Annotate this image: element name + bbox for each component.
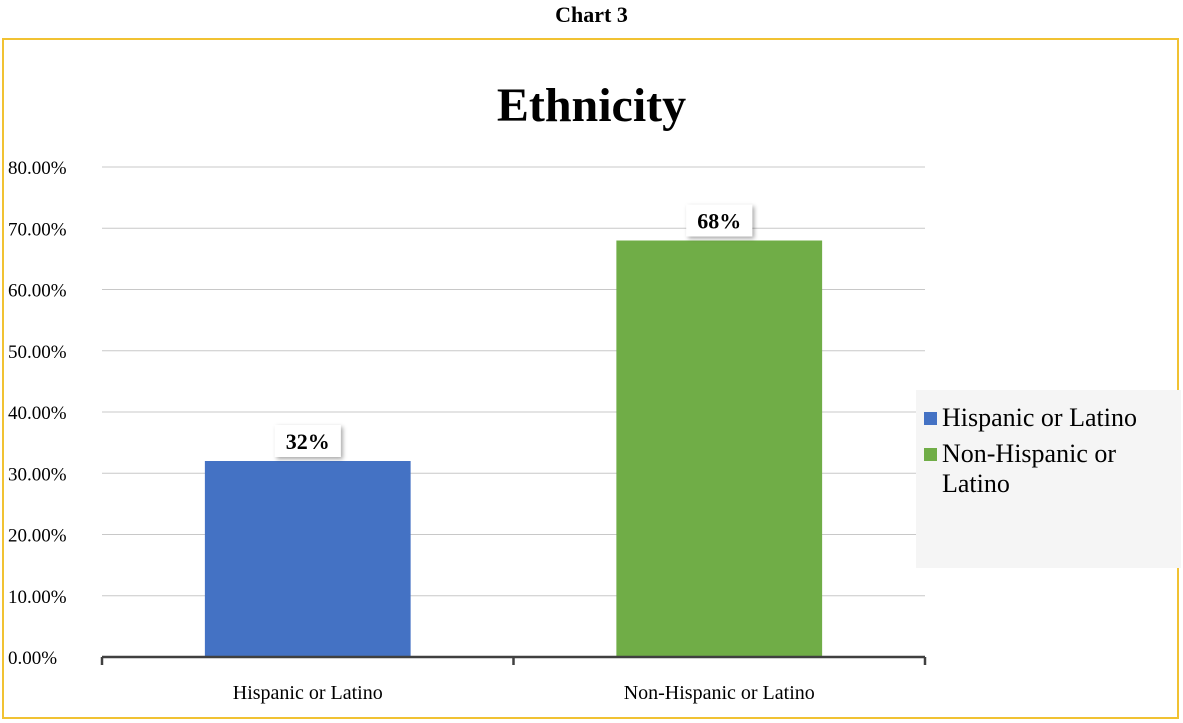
x-tick-label: Non-Hispanic or Latino bbox=[624, 682, 815, 704]
data-label-text: 68% bbox=[697, 209, 741, 234]
legend-item-non-hispanic: Non-Hispanic or Latino bbox=[924, 439, 1173, 499]
chart-caption: Chart 3 bbox=[555, 2, 628, 27]
legend-label: Non-Hispanic or Latino bbox=[942, 439, 1117, 498]
legend-swatch-hispanic bbox=[924, 412, 937, 425]
x-axis-ticks: Hispanic or Latino Non-Hispanic or Latino bbox=[233, 682, 815, 704]
y-tick-label: 40.00% bbox=[8, 403, 67, 424]
y-tick-label: 70.00% bbox=[8, 219, 67, 240]
bar bbox=[204, 461, 411, 657]
data-label-text: 32% bbox=[286, 429, 330, 454]
y-axis-ticks: 0.00% 10.00% 20.00% 30.00% 40.00% 50.00% 60.00… bbox=[8, 158, 67, 669]
y-tick-label: 50.00% bbox=[8, 342, 67, 363]
data-label: 68% bbox=[686, 204, 753, 237]
y-tick-label: 10.00% bbox=[8, 587, 67, 608]
y-tick-label: 80.00% bbox=[8, 158, 67, 179]
legend-swatch-non-hispanic bbox=[924, 448, 937, 461]
data-label: 32% bbox=[274, 425, 341, 457]
chart-title: Ethnicity bbox=[496, 79, 687, 132]
y-tick-label: 30.00% bbox=[8, 464, 67, 485]
data-label-box bbox=[686, 204, 753, 237]
data-labels: 32% 68% bbox=[274, 204, 753, 457]
data-label-box bbox=[274, 425, 341, 457]
y-tick-label: 60.00% bbox=[8, 281, 67, 302]
y-tick-label: 0.00% bbox=[8, 648, 57, 669]
legend-item-hispanic: Hispanic or Latino bbox=[924, 403, 1173, 433]
bars bbox=[204, 240, 823, 657]
bar bbox=[616, 240, 823, 657]
legend: Hispanic or Latino Non-Hispanic or Latin… bbox=[916, 390, 1181, 568]
x-axis bbox=[100, 655, 927, 665]
x-tick-label: Hispanic or Latino bbox=[233, 682, 383, 704]
chart-frame bbox=[2, 38, 1179, 719]
y-tick-label: 20.00% bbox=[8, 526, 67, 547]
legend-label: Hispanic or Latino bbox=[942, 403, 1137, 432]
